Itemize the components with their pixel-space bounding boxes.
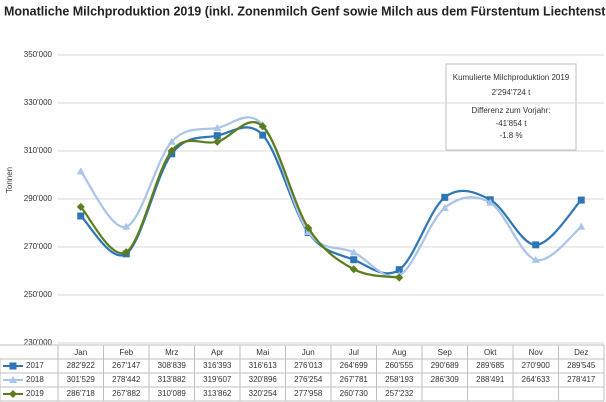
value-label: 264'633 [522, 375, 551, 384]
value-label: 276'254 [294, 375, 323, 384]
value-label: 319'607 [203, 375, 232, 384]
annotation-text: -41'854 t [496, 119, 528, 128]
chart-title: Monatliche Milchproduktion 2019 (inkl. Z… [4, 4, 606, 18]
value-label: 257'232 [385, 389, 414, 398]
legend-label: 2019 [26, 389, 44, 398]
value-label: 316'613 [249, 361, 278, 370]
marker [76, 202, 85, 211]
marker [304, 223, 313, 232]
marker [531, 255, 540, 263]
value-label: 278'442 [112, 375, 141, 384]
legend-marker [9, 362, 17, 370]
x-tick-label: Aug [392, 348, 406, 357]
annotation-text: 2'294'724 t [492, 88, 531, 97]
marker [532, 241, 540, 249]
y-tick-label: 290'000 [24, 194, 53, 203]
value-label: 289'685 [476, 361, 505, 370]
value-label: 286'718 [67, 389, 96, 398]
marker [167, 146, 176, 155]
marker [350, 256, 358, 264]
marker [259, 131, 267, 139]
x-tick-label: Jan [74, 348, 87, 357]
y-tick-label: 350'000 [24, 50, 53, 59]
annotation-text: Kumulierte Milchproduktion 2019 [453, 73, 570, 82]
value-label: 277'958 [294, 389, 323, 398]
y-tick-label: 270'000 [24, 242, 53, 251]
value-label: 260'555 [385, 361, 414, 370]
value-label: 278'417 [567, 375, 596, 384]
y-tick-label: 230'000 [24, 338, 53, 347]
marker [122, 222, 131, 230]
legend-label: 2017 [26, 361, 44, 370]
marker [395, 266, 403, 274]
legend-marker [9, 390, 17, 398]
value-label: 288'491 [476, 375, 505, 384]
legend-marker [9, 376, 17, 383]
marker [577, 196, 585, 204]
marker [441, 193, 449, 201]
x-tick-label: Okt [484, 348, 497, 357]
marker [486, 198, 495, 206]
value-label: 310'089 [158, 389, 187, 398]
y-tick-label: 330'000 [24, 98, 53, 107]
marker [122, 248, 131, 257]
marker [395, 273, 404, 282]
value-label: 301'529 [67, 375, 96, 384]
legend-label: 2018 [26, 375, 44, 384]
value-label: 316'393 [203, 361, 232, 370]
value-label: 313'882 [158, 375, 187, 384]
value-label: 260'730 [340, 389, 369, 398]
value-label: 267'882 [112, 389, 141, 398]
y-tick-label: 250'000 [24, 290, 53, 299]
x-tick-label: Sep [438, 348, 453, 357]
y-tick-label: 310'000 [24, 146, 53, 155]
value-label: 270'900 [522, 361, 551, 370]
marker [213, 137, 222, 146]
y-axis-label: Tonnen [5, 167, 14, 193]
x-tick-label: Feb [119, 348, 133, 357]
x-tick-label: Nov [529, 348, 543, 357]
marker [213, 132, 221, 140]
marker [258, 122, 267, 131]
marker [577, 222, 586, 230]
annotation-text: -1.8 % [499, 131, 522, 140]
value-label: 267'147 [112, 361, 141, 370]
marker [349, 265, 358, 274]
value-label: 282'922 [67, 361, 96, 370]
value-label: 276'013 [294, 361, 323, 370]
value-label: 258'193 [385, 375, 414, 384]
value-label: 290'689 [431, 361, 460, 370]
x-tick-label: Jun [302, 348, 315, 357]
x-tick-label: Apr [211, 348, 224, 357]
marker [167, 137, 176, 145]
value-label: 289'545 [567, 361, 596, 370]
x-tick-label: Jul [349, 348, 359, 357]
marker [440, 203, 449, 211]
annotation-text: Differenz zum Vorjahr: [472, 106, 551, 115]
marker [349, 248, 358, 256]
value-label: 313'862 [203, 389, 232, 398]
marker [213, 123, 222, 131]
value-label: 264'699 [340, 361, 369, 370]
value-label: 286'309 [431, 375, 460, 384]
x-tick-label: Mai [256, 348, 269, 357]
annotation-box [445, 63, 577, 151]
x-tick-label: Mrz [165, 348, 178, 357]
value-label: 267'781 [340, 375, 369, 384]
value-label: 308'839 [158, 361, 187, 370]
marker [77, 212, 85, 220]
x-tick-label: Dez [574, 348, 588, 357]
series-line [79, 120, 400, 279]
marker [76, 167, 85, 175]
value-label: 320'896 [249, 375, 278, 384]
value-label: 320'254 [249, 389, 278, 398]
